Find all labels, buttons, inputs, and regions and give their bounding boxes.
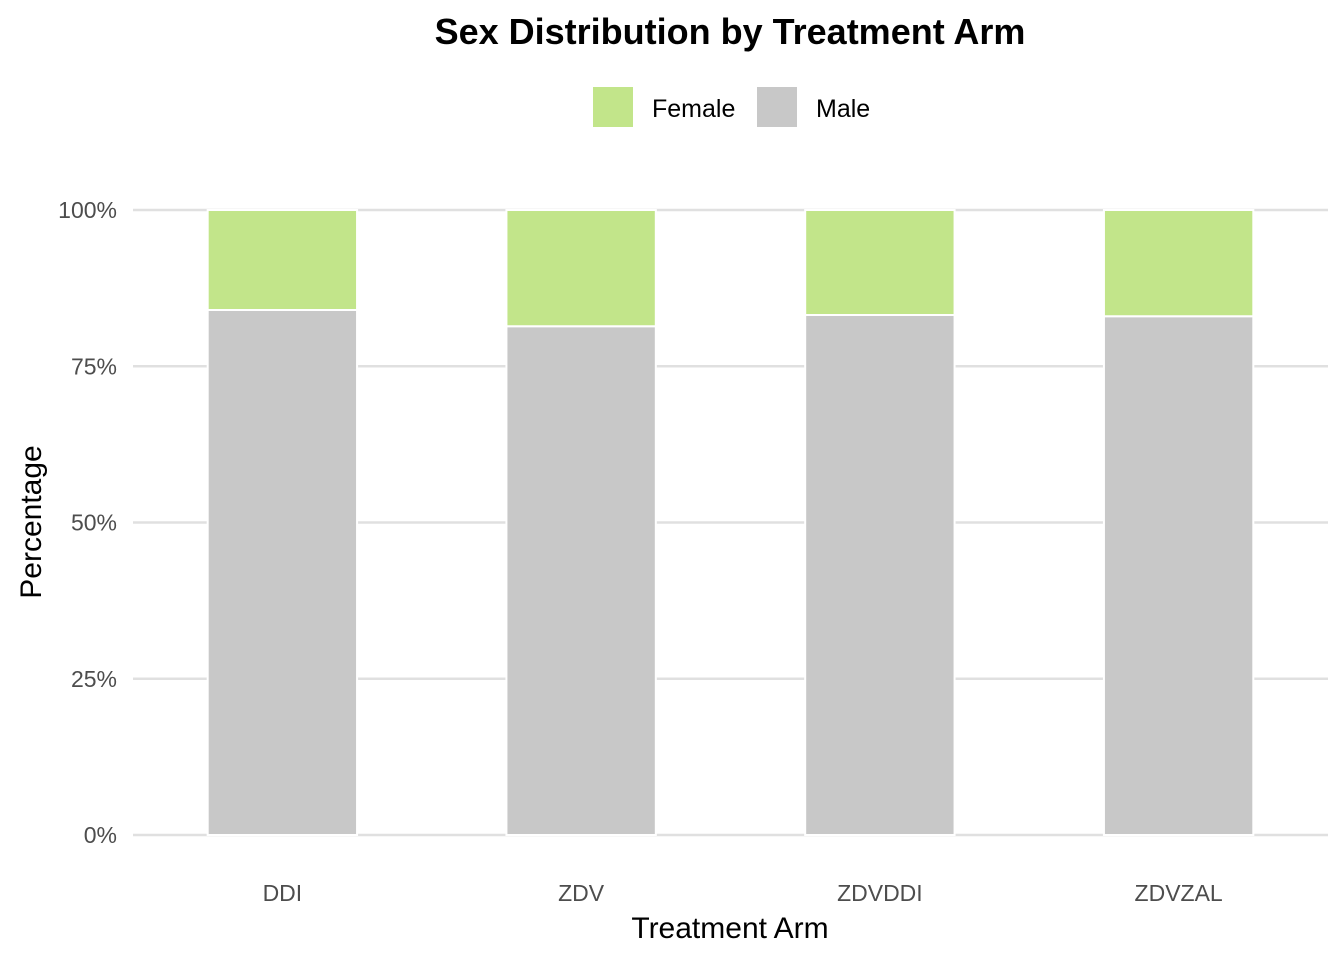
legend-swatch-male — [757, 87, 797, 127]
y-tick-label: 25% — [71, 666, 117, 692]
bar-ddi-female — [206, 209, 359, 311]
y-axis-title: Percentage — [15, 445, 48, 598]
x-axis-ticks: DDI ZDV ZDVDDI ZDVZAL — [263, 880, 1223, 906]
chart-title: Sex Distribution by Treatment Arm — [435, 11, 1026, 52]
bar-zdvzal-male — [1102, 315, 1255, 836]
y-tick-label: 100% — [58, 197, 117, 223]
bars — [206, 209, 1255, 836]
bar-zdv-male — [505, 325, 657, 836]
legend-label-male: Male — [816, 95, 870, 123]
y-tick-label: 75% — [71, 353, 117, 379]
x-tick-label: ZDVZAL — [1135, 880, 1223, 906]
legend: Female Male — [593, 87, 870, 127]
bar-zdvddi-male — [804, 314, 956, 836]
bar-zdv-female — [505, 209, 657, 328]
legend-swatch-female — [593, 87, 633, 127]
bar-ddi-male — [206, 309, 359, 836]
x-tick-label: ZDVDDI — [837, 880, 923, 906]
x-tick-label: ZDV — [558, 880, 605, 906]
y-axis-ticks: 0% 25% 50% 75% 100% — [58, 197, 117, 848]
y-tick-label: 50% — [71, 510, 117, 536]
y-tick-label: 0% — [84, 822, 117, 848]
x-tick-label: DDI — [263, 880, 303, 906]
x-axis-title: Treatment Arm — [631, 912, 828, 945]
bar-zdvddi-female — [804, 209, 956, 316]
bar-zdvzal-female — [1102, 209, 1255, 318]
legend-label-female: Female — [652, 95, 735, 123]
